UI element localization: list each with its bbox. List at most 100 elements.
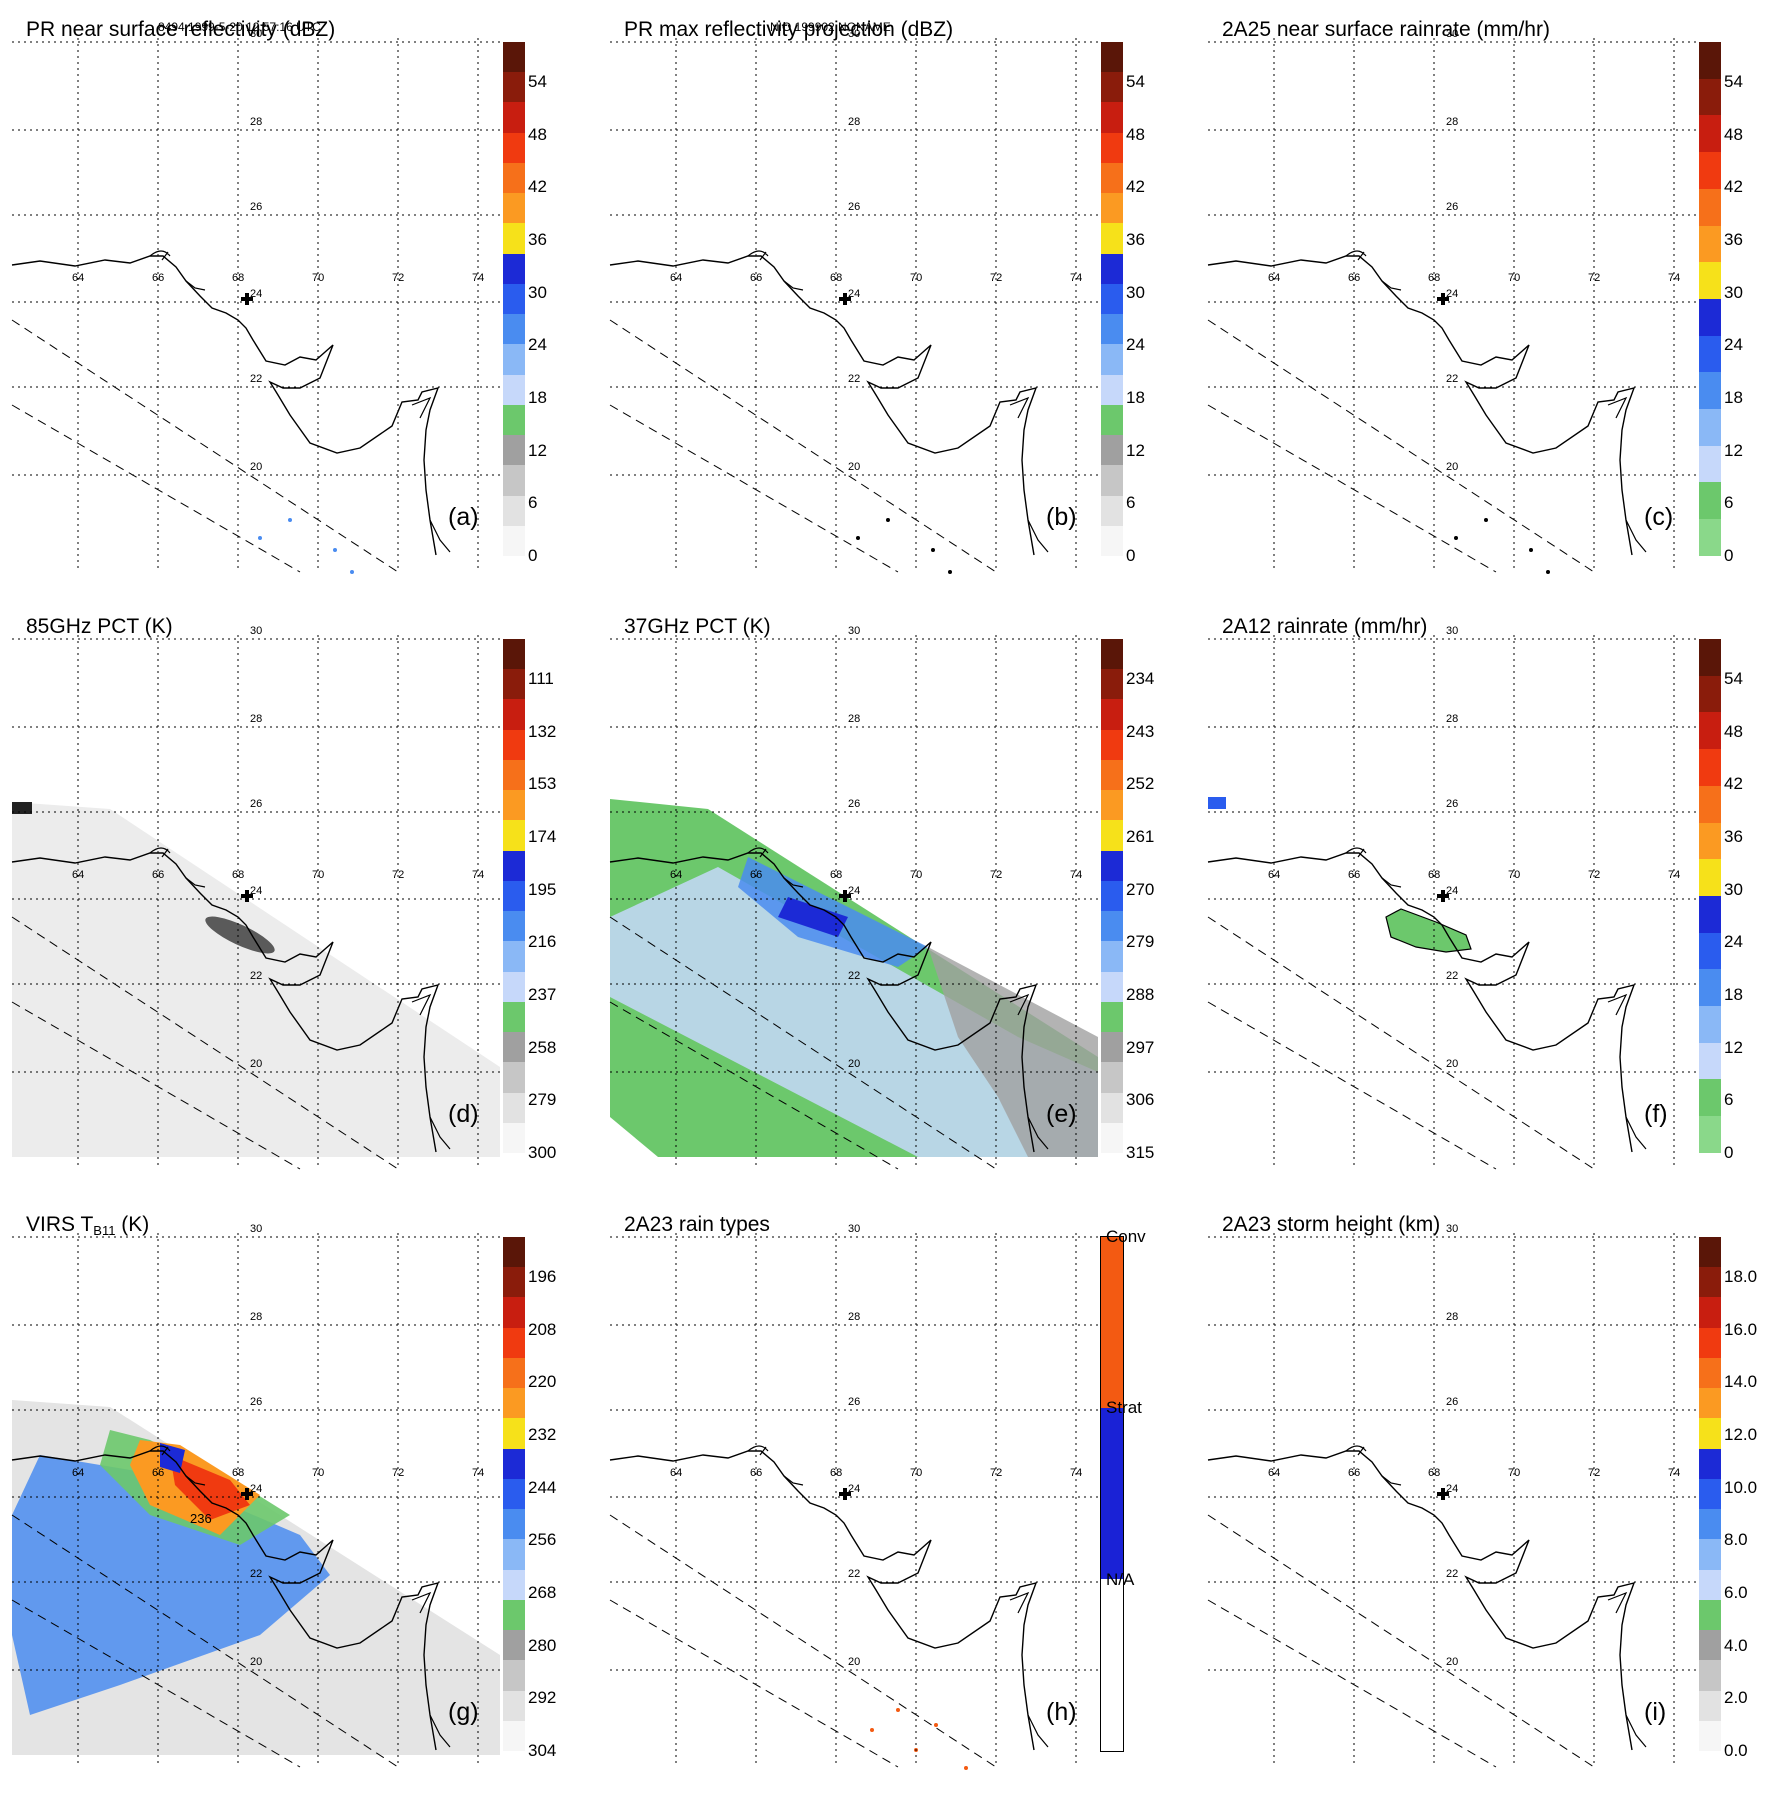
rain-area <box>1385 908 1472 953</box>
coastline <box>11 1450 440 1751</box>
panel-title: 2A23 storm height (km) <box>1222 1213 1441 1236</box>
colorbar-tick-label: 232 <box>528 1425 557 1444</box>
colorbar-swatch <box>1101 971 1123 1002</box>
colorbar-tick-label: 256 <box>528 1530 557 1550</box>
colorbar-swatch <box>1699 1539 1721 1570</box>
colorbar-swatch <box>1699 1388 1721 1419</box>
map-f <box>1207 635 1696 1170</box>
colorbar-swatch <box>503 253 525 284</box>
panel-d: 64 66 68 70 72 74 30 28 26 24 22 20 85GHz PCT (K) (d)… <box>0 615 590 1217</box>
map-c <box>1207 38 1696 574</box>
colorbar-tick-label: 12 <box>1724 1037 1743 1057</box>
colorbar-swatch <box>503 1418 525 1449</box>
colorbar-swatch <box>503 1509 525 1540</box>
pr-swath-edge <box>11 404 301 573</box>
colorbar-tick-label: 30 <box>1126 282 1145 302</box>
colorbar-swatch <box>1699 1297 1721 1328</box>
panel-i: 64 66 68 70 72 74 30 28 26 24 22 20 2A23 storm heigh… <box>1196 1213 1771 1815</box>
colorbar-tick-label: Strat <box>1106 1398 1142 1418</box>
storm-center-icon <box>1437 1488 1449 1500</box>
colorbar-swatch <box>1101 1237 1123 1409</box>
lon-label: 70 <box>910 272 923 284</box>
lat-label: 26 <box>848 798 861 810</box>
colorbar <box>1101 42 1123 556</box>
lon-label: 66 <box>152 869 165 881</box>
lat-label: 30 <box>1446 625 1459 637</box>
colorbar-tick-label: 18 <box>1126 388 1145 407</box>
colorbar-tick-label: 6 <box>528 493 538 513</box>
coastline-detail <box>747 847 1049 1150</box>
colorbar-tick-label: 279 <box>1126 932 1155 952</box>
colorbar-tick-label: 304 <box>528 1741 557 1760</box>
colorbar-tick-label: 6 <box>1126 493 1136 513</box>
colorbar-tick-label: 14.0 <box>1724 1372 1758 1392</box>
colorbar-tick-label: 24 <box>528 335 547 355</box>
colorbar-swatch <box>1699 749 1721 786</box>
lon-label: 68 <box>232 1467 245 1479</box>
colorbar-swatch <box>503 525 525 556</box>
colorbar-tick-label: 2.0 <box>1724 1688 1748 1708</box>
swath-fill <box>12 802 500 1157</box>
lon-label: 74 <box>1070 272 1083 284</box>
lon-label: 64 <box>72 272 85 284</box>
rain-pixel <box>886 518 890 522</box>
colorbar-swatch <box>1101 1122 1123 1153</box>
colorbar-swatch <box>503 314 525 345</box>
colorbar-tick-label: 42 <box>528 177 547 197</box>
storm-center-icon <box>241 1488 253 1500</box>
colorbar-swatch <box>1101 525 1123 556</box>
colorbar-tick-label: 261 <box>1126 827 1155 846</box>
colorbar-swatch <box>503 1448 525 1479</box>
colorbar-swatch <box>503 759 525 791</box>
colorbar-swatch <box>503 193 525 224</box>
rain-pixel <box>856 536 860 540</box>
colorbar-swatch <box>503 1720 525 1751</box>
pr-swath-edge <box>1207 1599 1497 1768</box>
colorbar-tick-label: 30 <box>528 282 547 302</box>
land-swath <box>928 947 1098 1157</box>
colorbar <box>1101 639 1123 1153</box>
colorbar-swatch <box>1699 785 1721 823</box>
lon-label: 66 <box>750 1467 763 1479</box>
lat-label: 22 <box>848 970 861 982</box>
storm-center-icon <box>241 890 253 902</box>
colorbar-swatch <box>503 1690 525 1721</box>
lon-label: 74 <box>1668 1467 1681 1479</box>
colorbar-swatch <box>1101 132 1123 163</box>
panel-title: PR max reflectivity projection (dBZ) <box>624 18 954 41</box>
colorbar-swatch <box>1699 1660 1721 1691</box>
lon-label: 74 <box>472 1467 485 1479</box>
colorbar-swatch <box>1101 162 1123 194</box>
lon-label: 66 <box>152 1467 165 1479</box>
rain-pixel <box>931 548 935 552</box>
lat-label: 28 <box>1446 713 1459 725</box>
lat-label: 26 <box>1446 201 1459 213</box>
lon-label: 70 <box>1508 272 1521 284</box>
lon-label: 66 <box>1348 869 1361 881</box>
lon-label: 68 <box>830 869 843 881</box>
pr-swath-edge <box>11 1001 301 1170</box>
lat-label: 22 <box>250 970 263 982</box>
lat-label: 30 <box>848 28 861 40</box>
storm-center-icon <box>839 293 851 305</box>
lon-label: 74 <box>1668 272 1681 284</box>
coastline-detail <box>1345 250 1647 553</box>
colorbar-tick-label: 268 <box>528 1583 557 1602</box>
colorbar-tick-label: 54 <box>528 72 547 91</box>
pr-swath-edge <box>609 916 997 1170</box>
colorbar-swatch <box>1101 850 1123 881</box>
colorbar-swatch <box>1699 1418 1721 1449</box>
coastline <box>609 852 1038 1153</box>
lon-label: 66 <box>750 869 763 881</box>
colorbar-swatch <box>1699 115 1721 153</box>
colorbar-tick-label: N/A <box>1106 1569 1135 1589</box>
colorbar-tick-label: 30 <box>1724 282 1743 302</box>
panel-a: 64 66 68 70 72 74 30 28 26 24 22 20 PR near surface … <box>0 18 590 620</box>
colorbar-swatch <box>1101 911 1123 942</box>
colorbar-swatch <box>503 1237 525 1268</box>
pr-swath-edge <box>11 916 399 1170</box>
colorbar-swatch <box>1699 822 1721 860</box>
colorbar-tick-label: 24 <box>1724 335 1743 355</box>
colorbar-tick-label: 279 <box>528 1090 557 1110</box>
lat-label: 22 <box>250 1568 263 1580</box>
